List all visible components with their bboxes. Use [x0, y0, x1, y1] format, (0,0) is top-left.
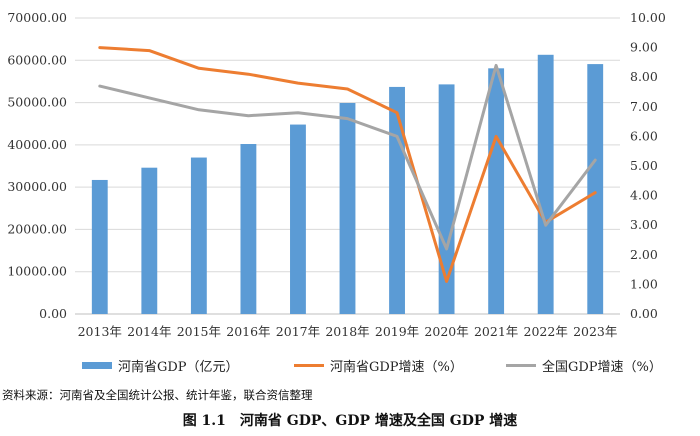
right-tick-label: 8.00 — [630, 69, 658, 84]
chart: 0.00 10000.00 20000.00 30000.00 40000.00 5000… — [7, 10, 666, 339]
right-tick-label: 10.00 — [630, 10, 666, 25]
line-henan-gdp-growth — [98, 46, 597, 283]
left-tick-label: 40000.00 — [7, 137, 67, 152]
bar-gdp — [488, 68, 505, 314]
right-tick-label: 4.00 — [630, 188, 658, 203]
legend-swatch-henan-growth — [294, 364, 324, 367]
right-tick-label: 3.00 — [630, 217, 658, 232]
x-tick-label: 2023年 — [573, 324, 617, 339]
x-tick-label: 2019年 — [375, 324, 419, 339]
left-tick-label: 60000.00 — [7, 52, 67, 67]
legend-swatch-bar — [82, 362, 112, 369]
source-note: 资料来源：河南省及全国统计公报、统计年鉴，联合资信整理 — [2, 388, 313, 402]
figure-caption: 图 1.1 河南省 GDP、GDP 增速及全国 GDP 增速 — [182, 413, 518, 429]
legend: 河南省GDP（亿元） 河南省GDP增速（%） 全国GDP增速（%） — [82, 356, 682, 375]
line-national-gdp-growth — [98, 63, 597, 251]
bar-gdp — [290, 124, 306, 314]
left-tick-label: 30000.00 — [7, 179, 67, 194]
x-tick-label: 2015年 — [177, 324, 221, 339]
x-tick-label: 2017年 — [276, 324, 320, 339]
x-tick-label: 2018年 — [325, 324, 369, 339]
left-tick-label: 10000.00 — [7, 264, 67, 279]
x-tick-label: 2021年 — [474, 324, 518, 339]
bar-gdp — [537, 54, 554, 314]
bar-gdp — [339, 102, 356, 314]
right-tick-label: 1.00 — [630, 276, 658, 291]
right-tick-label: 0.00 — [630, 306, 658, 321]
legend-item-bar: 河南省GDP（亿元） — [82, 356, 239, 375]
left-tick-label: 70000.00 — [7, 10, 67, 25]
bar-gdp — [389, 86, 405, 314]
right-tick-label: 2.00 — [630, 247, 658, 262]
bar-gdp — [141, 167, 158, 314]
bar-gdp — [438, 84, 455, 314]
legend-item-henan-growth: 河南省GDP增速（%） — [294, 356, 463, 375]
bar-gdp — [190, 157, 207, 314]
legend-item-national-growth: 全国GDP增速（%） — [506, 356, 662, 375]
legend-label-national-growth: 全国GDP增速（%） — [542, 360, 662, 375]
bar-gdp — [91, 179, 108, 314]
left-tick-label: 20000.00 — [7, 221, 67, 236]
legend-label-bar: 河南省GDP（亿元） — [118, 360, 239, 375]
x-tick-label: 2014年 — [127, 324, 171, 339]
x-tick-label: 2016年 — [226, 324, 270, 339]
left-tick-label: 50000.00 — [7, 95, 67, 110]
legend-swatch-national-growth — [506, 364, 536, 367]
right-tick-label: 9.00 — [630, 40, 658, 55]
legend-label-henan-growth: 河南省GDP增速（%） — [330, 360, 463, 375]
bar-gdp — [587, 64, 604, 314]
right-tick-label: 5.00 — [630, 158, 658, 173]
x-tick-label: 2013年 — [78, 324, 122, 339]
x-tick-label: 2020年 — [424, 324, 468, 339]
right-tick-label: 6.00 — [630, 128, 658, 143]
bar-gdp — [240, 144, 257, 314]
left-tick-label: 0.00 — [39, 306, 67, 321]
x-tick-label: 2022年 — [524, 324, 568, 339]
right-tick-label: 7.00 — [630, 99, 658, 114]
